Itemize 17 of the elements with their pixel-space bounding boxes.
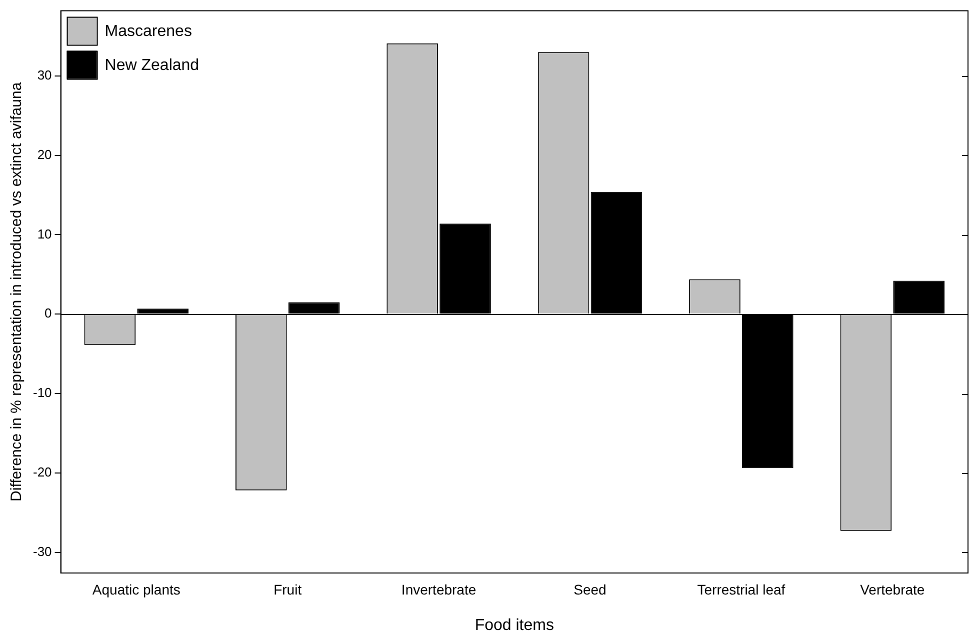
legend-label: New Zealand bbox=[104, 57, 200, 74]
y-tick-label: 0 bbox=[44, 306, 52, 321]
legend-label: Mascarenes bbox=[104, 23, 192, 40]
x-tick-label: Vertebrate bbox=[860, 581, 925, 598]
y-tick-label: 30 bbox=[37, 67, 52, 82]
y-tick-label: -10 bbox=[32, 385, 52, 400]
x-tick-label: Seed bbox=[574, 581, 606, 598]
y-tick-label: 20 bbox=[37, 146, 52, 162]
y-tick-label: 10 bbox=[37, 226, 52, 242]
x-tick-label: Terrestrial leaf bbox=[697, 581, 786, 598]
x-tick-label: Aquatic plants bbox=[92, 581, 180, 598]
x-tick-label: Invertebrate bbox=[401, 581, 476, 598]
y-tick-label: -30 bbox=[32, 544, 52, 559]
y-axis-title: Difference in % representation in introduced vs extinct avifauna bbox=[8, 82, 26, 502]
x-tick-label: Fruit bbox=[274, 581, 302, 598]
x-axis-title: Food items bbox=[474, 616, 554, 634]
y-tick-label: -20 bbox=[32, 464, 52, 480]
